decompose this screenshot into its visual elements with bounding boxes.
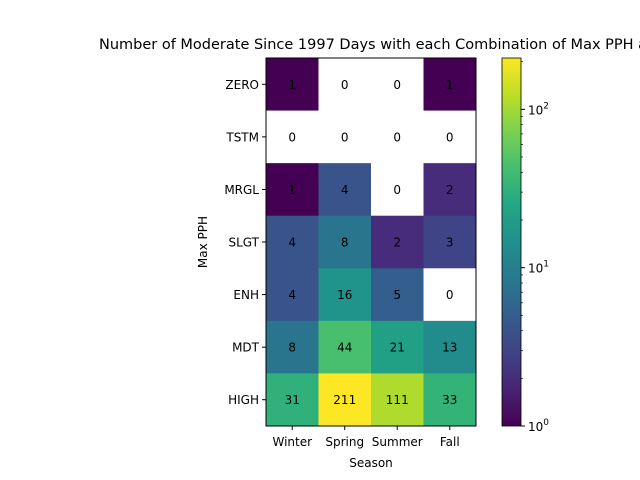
x-axis-ticks: Winter Spring Summer Fall [272, 426, 460, 449]
y-axis-ticks: ZERO TSTM MRGL SLGT ENH MDT HIGH [224, 78, 266, 407]
heatmap-cell [371, 58, 424, 111]
cell-value-label: 0 [288, 130, 296, 144]
cell-value-label: 16 [337, 288, 352, 302]
heatmap-cell [266, 373, 319, 427]
colorbar-tick-label: 101 [528, 260, 549, 276]
cell-value-label: 8 [341, 236, 349, 250]
heatmap-cell [371, 320, 424, 374]
x-tick-label: Winter [272, 435, 312, 449]
cell-value-label: 0 [393, 130, 401, 144]
cell-value-label: 0 [446, 288, 454, 302]
heatmap-cell [423, 58, 477, 111]
heatmap-cell [423, 373, 477, 427]
heatmap-cell [266, 215, 319, 269]
colorbar-ticks: 100 101 102 [521, 61, 549, 434]
cell-value-label: 5 [393, 288, 401, 302]
x-tick-label: Fall [440, 435, 460, 449]
heatmap-cell [423, 110, 477, 164]
cell-value-label: 8 [288, 341, 296, 355]
cell-value-label: 1 [446, 78, 454, 92]
cell-value-label: 33 [442, 393, 457, 407]
x-tick-label: Spring [325, 435, 364, 449]
cell-value-label: 0 [341, 130, 349, 144]
cell-value-label: 3 [446, 236, 454, 250]
cell-value-label: 1 [288, 183, 296, 197]
heatmap-cell [423, 268, 477, 322]
heatmap-cell [318, 58, 372, 111]
heatmap-cell [266, 268, 319, 322]
heatmap-cells [266, 58, 477, 427]
y-axis-label: Max PPH [196, 216, 210, 268]
cell-value-label: 4 [341, 183, 349, 197]
cell-value-label: 111 [386, 393, 409, 407]
colorbar [501, 57, 522, 427]
heatmap-cell [318, 215, 372, 269]
cell-value-label: 0 [446, 130, 454, 144]
cell-value-label: 211 [333, 393, 356, 407]
cell-value-labels: 1 0 0 1 0 0 0 0 1 4 0 2 4 8 2 3 4 16 5 0 8 44 21 13 31 211 111 33 [285, 78, 458, 407]
y-tick-label: HIGH [228, 393, 259, 407]
colorbar-tick-label: 102 [528, 101, 549, 117]
heatmap-cell [266, 58, 319, 111]
cell-value-label: 31 [285, 393, 300, 407]
cell-value-label: 1 [288, 78, 296, 92]
heatmap-cell [423, 215, 477, 269]
cell-value-label: 21 [390, 341, 405, 355]
cell-value-label: 13 [442, 341, 457, 355]
cell-value-label: 4 [288, 288, 296, 302]
heatmap-cell [266, 110, 319, 164]
y-tick-label: MDT [232, 341, 260, 355]
heatmap-cell [266, 320, 319, 374]
heatmap-cell [266, 163, 319, 217]
heatmap-cell [318, 320, 372, 374]
cell-value-label: 2 [393, 236, 401, 250]
heatmap-cell [423, 320, 477, 374]
heatmap-cell [371, 110, 424, 164]
y-tick-label: TSTM [225, 130, 259, 144]
heatmap-cell [318, 110, 372, 164]
cell-value-label: 4 [288, 236, 296, 250]
chart-title: Number of Moderate Since 1997 Days with … [99, 37, 640, 53]
y-tick-label: SLGT [228, 236, 259, 250]
y-tick-label: ZERO [225, 78, 259, 92]
heatmap-cell [371, 268, 424, 322]
x-axis-label: Season [349, 456, 393, 470]
cell-value-label: 0 [341, 78, 349, 92]
heatmap-cell [318, 163, 372, 217]
cell-value-label: 44 [337, 341, 352, 355]
x-tick-label: Summer [372, 435, 423, 449]
heatmap-cell [371, 215, 424, 269]
heatmap-cell [371, 373, 424, 427]
y-tick-label: MRGL [224, 183, 259, 197]
cell-value-label: 0 [393, 78, 401, 92]
y-tick-label: ENH [233, 288, 259, 302]
cell-value-label: 0 [393, 183, 401, 197]
heatmap-cell [423, 163, 477, 217]
heatmap-cell [371, 163, 424, 217]
colorbar-tick-label: 100 [528, 418, 549, 434]
heatmap-cell [318, 268, 372, 322]
heatmap-cell [318, 373, 372, 427]
cell-value-label: 2 [446, 183, 454, 197]
